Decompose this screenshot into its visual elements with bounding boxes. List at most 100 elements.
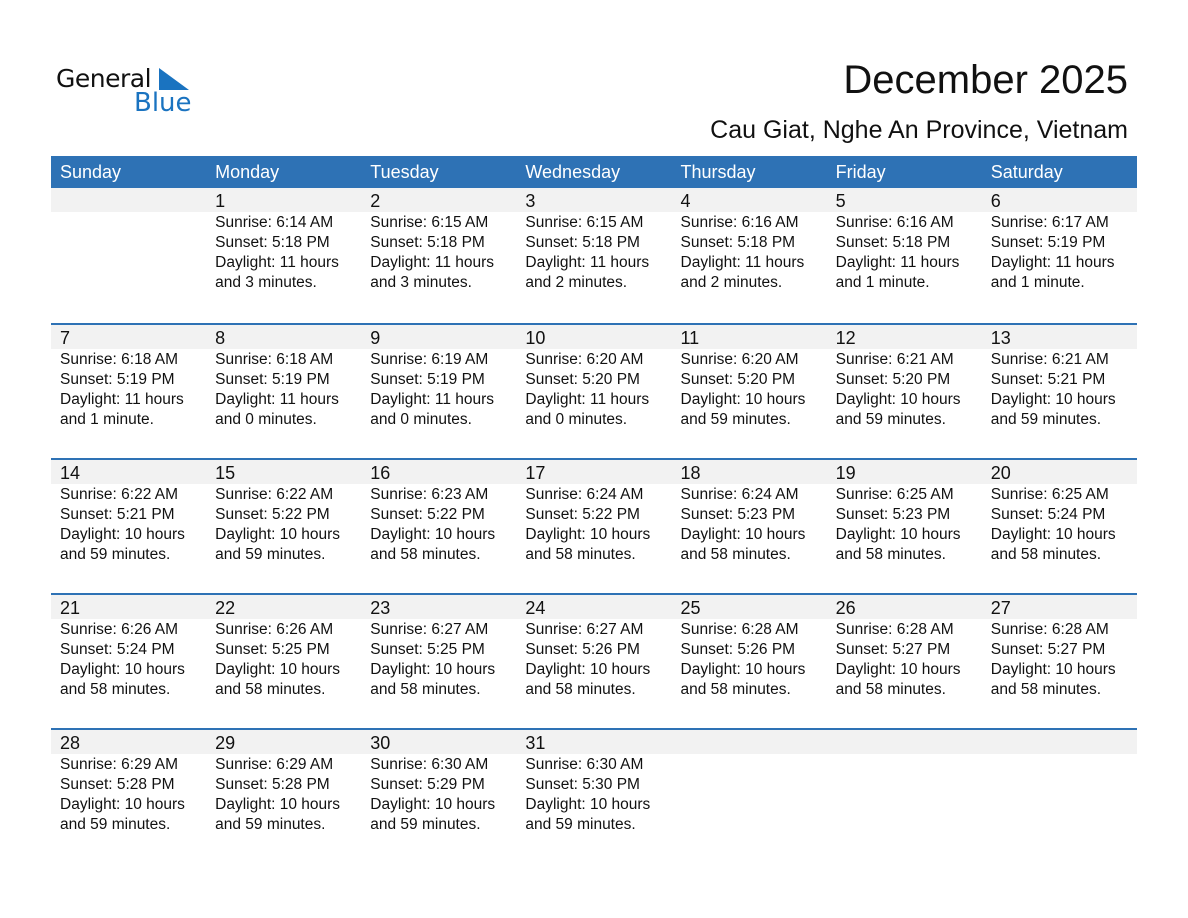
day-cell: 24 Sunrise: 6:27 AM Sunset: 5:26 PM Dayl… bbox=[516, 595, 671, 699]
day-number: 31 bbox=[525, 733, 546, 753]
day-cell: 30 Sunrise: 6:30 AM Sunset: 5:29 PM Dayl… bbox=[361, 730, 516, 834]
daylight-minutes: and 59 minutes. bbox=[525, 816, 636, 833]
sunset-time: Sunset: 5:28 PM bbox=[60, 776, 175, 793]
week-row: 14 Sunrise: 6:22 AM Sunset: 5:21 PM Dayl… bbox=[51, 458, 1137, 593]
day-cell: 31 Sunrise: 6:30 AM Sunset: 5:30 PM Dayl… bbox=[516, 730, 671, 834]
sunset-time: Sunset: 5:19 PM bbox=[370, 371, 485, 388]
daylight-minutes: and 3 minutes. bbox=[370, 274, 472, 291]
sunrise-time: Sunrise: 6:22 AM bbox=[215, 486, 334, 503]
day-cell bbox=[827, 730, 982, 834]
sunrise-time: Sunrise: 6:28 AM bbox=[990, 621, 1109, 638]
day-number: 5 bbox=[835, 191, 846, 211]
daylight-hours: Daylight: 11 hours bbox=[835, 254, 960, 271]
day-cell: 8 Sunrise: 6:18 AM Sunset: 5:19 PM Dayli… bbox=[206, 325, 361, 429]
day-cell: 14 Sunrise: 6:22 AM Sunset: 5:21 PM Dayl… bbox=[51, 460, 206, 564]
sunset-time: Sunset: 5:20 PM bbox=[680, 371, 796, 388]
day-cell: 21 Sunrise: 6:26 AM Sunset: 5:24 PM Dayl… bbox=[51, 595, 206, 699]
daylight-hours: Daylight: 11 hours bbox=[525, 391, 650, 408]
day-cell: 20 Sunrise: 6:25 AM Sunset: 5:24 PM Dayl… bbox=[982, 460, 1137, 564]
day-cell: 23 Sunrise: 6:27 AM Sunset: 5:25 PM Dayl… bbox=[361, 595, 516, 699]
daylight-minutes: and 0 minutes. bbox=[525, 411, 628, 428]
sunrise-time: Sunrise: 6:18 AM bbox=[60, 351, 179, 368]
sunset-time: Sunset: 5:19 PM bbox=[215, 371, 330, 388]
day-cell: 4 Sunrise: 6:16 AM Sunset: 5:18 PM Dayli… bbox=[672, 188, 827, 292]
daylight-hours: Daylight: 10 hours bbox=[525, 796, 651, 813]
sunset-time: Sunset: 5:18 PM bbox=[525, 234, 640, 251]
day-number: 20 bbox=[990, 463, 1011, 483]
sunrise-time: Sunrise: 6:20 AM bbox=[680, 351, 799, 368]
daylight-minutes: and 58 minutes. bbox=[680, 681, 791, 698]
sunrise-time: Sunrise: 6:25 AM bbox=[835, 486, 954, 503]
weekday-header: Sunday Monday Tuesday Wednesday Thursday Frid… bbox=[51, 156, 1137, 188]
daylight-minutes: and 0 minutes. bbox=[370, 411, 472, 428]
daylight-minutes: and 58 minutes. bbox=[60, 681, 171, 698]
day-number: 24 bbox=[525, 598, 546, 618]
daylight-minutes: and 3 minutes. bbox=[215, 274, 317, 291]
day-number: 8 bbox=[215, 328, 226, 348]
daylight-minutes: and 2 minutes. bbox=[680, 274, 783, 291]
daylight-hours: Daylight: 10 hours bbox=[680, 526, 806, 543]
day-number: 17 bbox=[525, 463, 546, 483]
day-number: 19 bbox=[835, 463, 856, 483]
day-cell: 1 Sunrise: 6:14 AM Sunset: 5:18 PM Dayli… bbox=[206, 188, 361, 292]
day-cell: 19 Sunrise: 6:25 AM Sunset: 5:23 PM Dayl… bbox=[827, 460, 982, 564]
sunrise-time: Sunrise: 6:24 AM bbox=[525, 486, 644, 503]
logo-general: General bbox=[56, 64, 152, 93]
week-row: 1 Sunrise: 6:14 AM Sunset: 5:18 PM Dayli… bbox=[51, 188, 1137, 323]
daylight-minutes: and 59 minutes. bbox=[215, 546, 326, 563]
daylight-hours: Daylight: 10 hours bbox=[370, 796, 496, 813]
sunset-time: Sunset: 5:18 PM bbox=[370, 234, 485, 251]
day-cell: 7 Sunrise: 6:18 AM Sunset: 5:19 PM Dayli… bbox=[51, 325, 206, 429]
day-number: 29 bbox=[215, 733, 236, 753]
daylight-hours: Daylight: 11 hours bbox=[990, 254, 1115, 271]
day-number: 10 bbox=[525, 328, 546, 348]
sunset-time: Sunset: 5:22 PM bbox=[525, 506, 640, 523]
daylight-hours: Daylight: 11 hours bbox=[370, 254, 495, 271]
daylight-hours: Daylight: 11 hours bbox=[215, 391, 339, 408]
daylight-hours: Daylight: 10 hours bbox=[835, 526, 961, 543]
day-number: 11 bbox=[680, 328, 700, 348]
logo-blue: Blue bbox=[134, 88, 192, 118]
sunrise-time: Sunrise: 6:26 AM bbox=[215, 621, 334, 638]
daylight-hours: Daylight: 10 hours bbox=[835, 391, 961, 408]
day-number: 18 bbox=[680, 463, 701, 483]
weekday-monday: Monday bbox=[215, 162, 280, 182]
sunset-time: Sunset: 5:20 PM bbox=[525, 371, 640, 388]
sunrise-time: Sunrise: 6:27 AM bbox=[370, 621, 489, 638]
day-number: 23 bbox=[370, 598, 391, 618]
daylight-minutes: and 59 minutes. bbox=[60, 546, 171, 563]
day-cell bbox=[672, 730, 827, 834]
day-cell: 29 Sunrise: 6:29 AM Sunset: 5:28 PM Dayl… bbox=[206, 730, 361, 834]
day-cell: 12 Sunrise: 6:21 AM Sunset: 5:20 PM Dayl… bbox=[827, 325, 982, 429]
daylight-hours: Daylight: 10 hours bbox=[990, 391, 1116, 408]
daylight-minutes: and 58 minutes. bbox=[215, 681, 326, 698]
day-number: 14 bbox=[60, 463, 81, 483]
weekday-friday: Friday bbox=[835, 162, 886, 182]
day-cell: 13 Sunrise: 6:21 AM Sunset: 5:21 PM Dayl… bbox=[982, 325, 1137, 429]
daylight-hours: Daylight: 10 hours bbox=[525, 661, 651, 678]
sunset-time: Sunset: 5:18 PM bbox=[215, 234, 330, 251]
day-number: 12 bbox=[835, 328, 856, 348]
sunrise-time: Sunrise: 6:18 AM bbox=[215, 351, 334, 368]
day-number: 28 bbox=[60, 733, 81, 753]
day-number: 4 bbox=[680, 191, 691, 211]
location-subtitle: Cau Giat, Nghe An Province, Vietnam bbox=[710, 116, 1128, 144]
daylight-minutes: and 1 minute. bbox=[60, 411, 154, 428]
sunset-time: Sunset: 5:22 PM bbox=[215, 506, 330, 523]
day-number: 1 bbox=[215, 191, 226, 211]
daylight-hours: Daylight: 10 hours bbox=[215, 661, 341, 678]
sunrise-time: Sunrise: 6:15 AM bbox=[525, 214, 644, 231]
day-cell: 6 Sunrise: 6:17 AM Sunset: 5:19 PM Dayli… bbox=[982, 188, 1137, 292]
daylight-hours: Daylight: 10 hours bbox=[215, 796, 341, 813]
sunset-time: Sunset: 5:27 PM bbox=[835, 641, 951, 658]
day-cell: 2 Sunrise: 6:15 AM Sunset: 5:18 PM Dayli… bbox=[361, 188, 516, 292]
sunrise-time: Sunrise: 6:27 AM bbox=[525, 621, 644, 638]
calendar-grid: Sunday Monday Tuesday Wednesday Thursday Frid… bbox=[51, 156, 1137, 863]
day-number: 6 bbox=[990, 191, 1001, 211]
date-bar bbox=[51, 460, 1137, 484]
daylight-hours: Daylight: 10 hours bbox=[370, 526, 496, 543]
weekday-thursday: Thursday bbox=[680, 162, 756, 182]
daylight-hours: Daylight: 10 hours bbox=[215, 526, 341, 543]
sunrise-time: Sunrise: 6:21 AM bbox=[990, 351, 1109, 368]
